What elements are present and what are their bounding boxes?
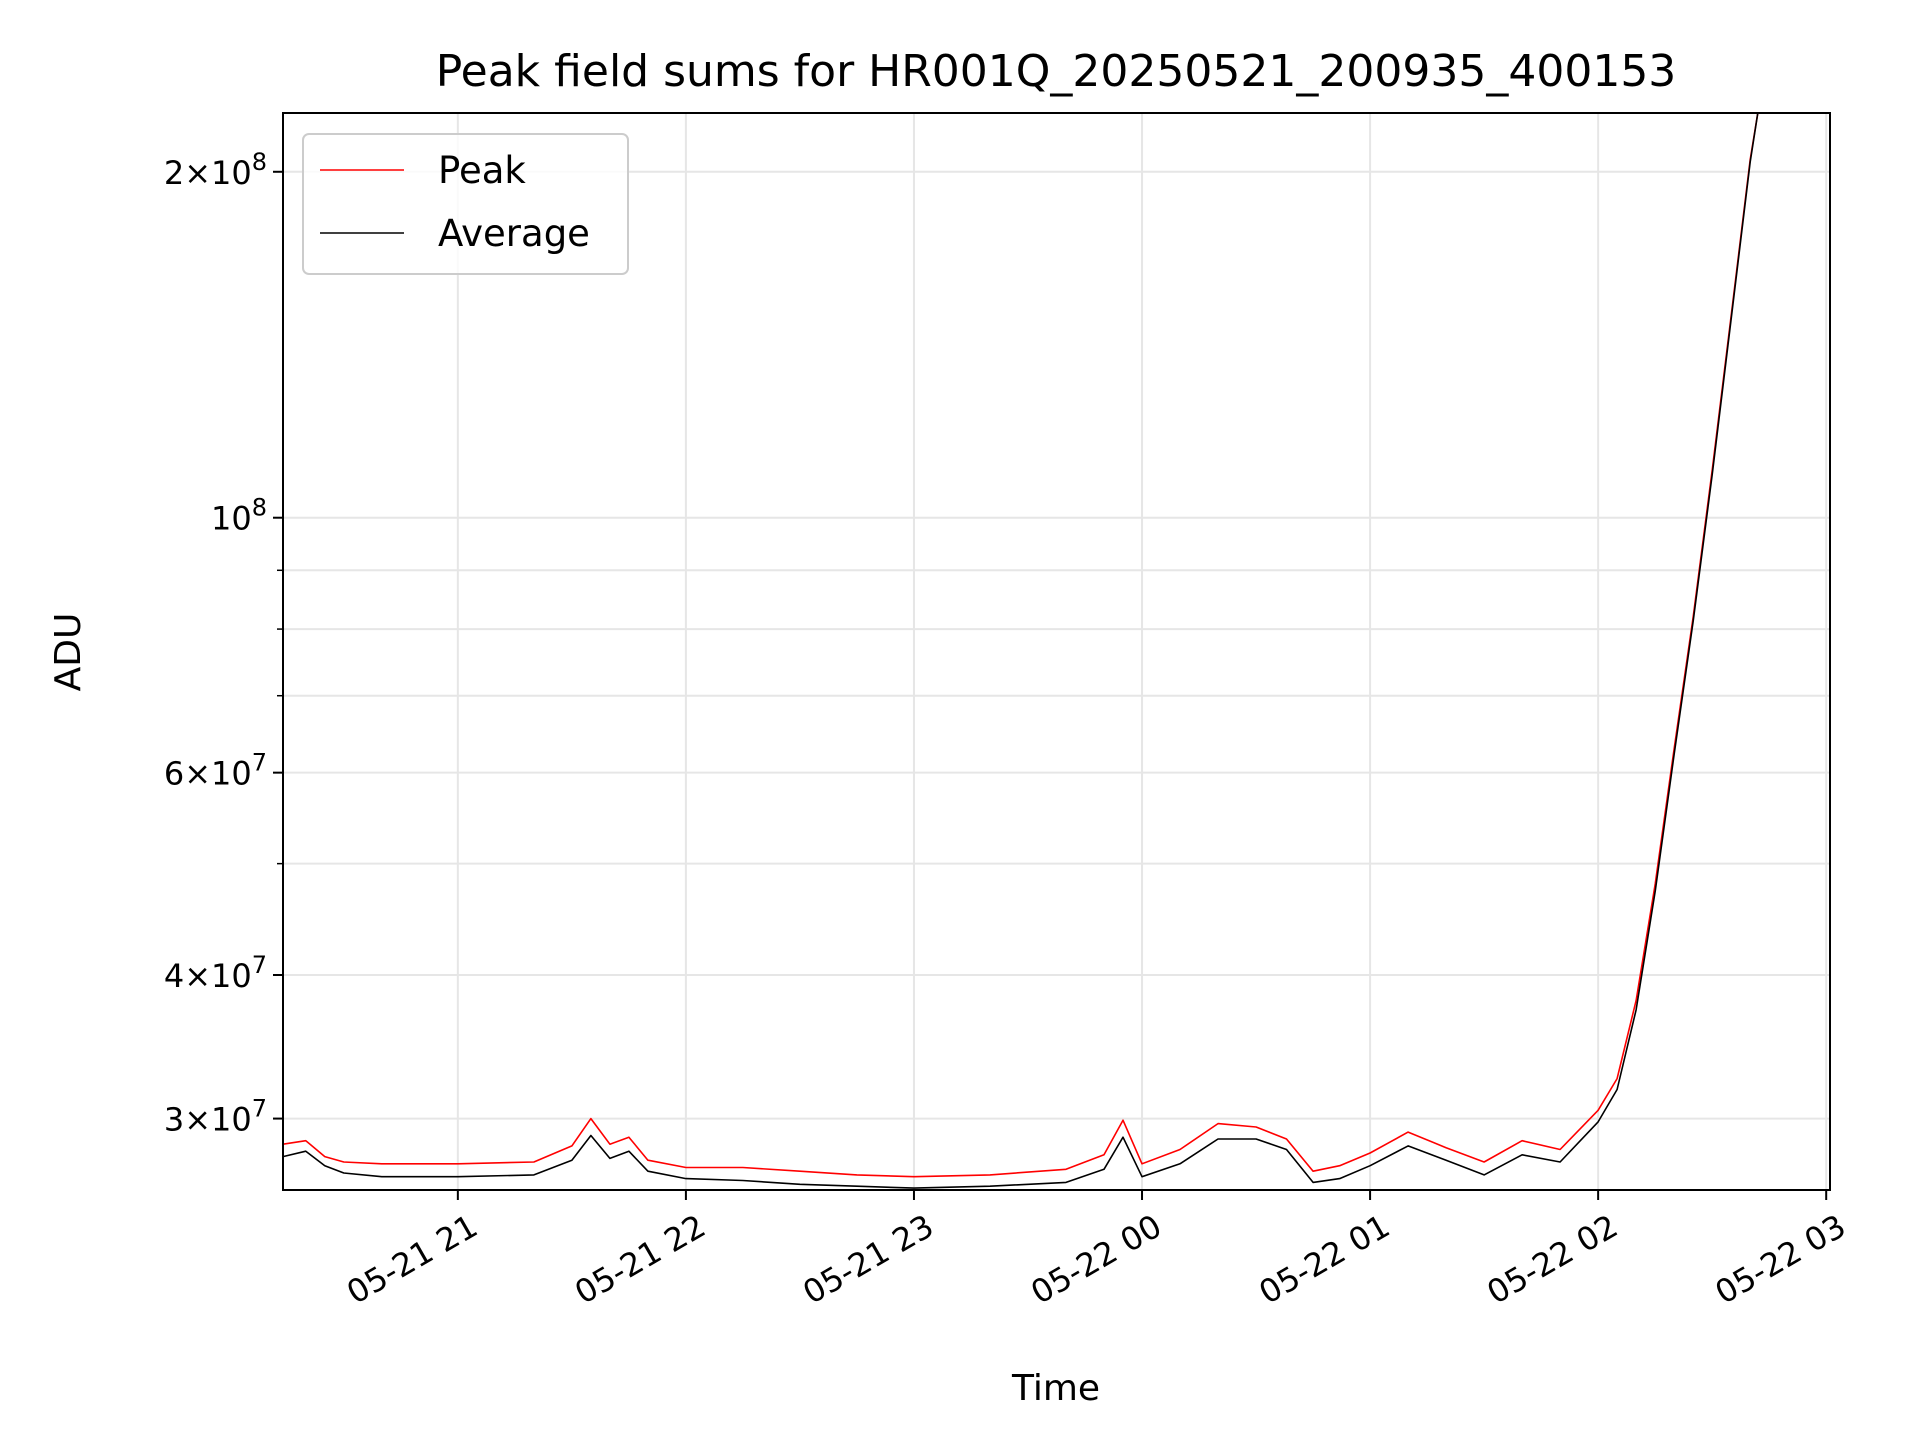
x-tick-label: 05-21 23 [796, 1207, 940, 1312]
chart-title: Peak field sums for HR001Q_20250521_2009… [436, 46, 1677, 97]
y-tick-label: 2×108 [164, 148, 267, 192]
y-tick-label: 108 [211, 494, 267, 538]
legend: Peak Average [302, 133, 629, 275]
legend-box [302, 133, 629, 275]
x-tick-label: 05-21 21 [340, 1207, 484, 1312]
legend-peak-label: Peak [438, 149, 526, 192]
legend-average-label: Average [438, 212, 590, 255]
series-line-average [282, 112, 1759, 1189]
axes-frame [282, 112, 1831, 1191]
x-tick-label: 05-21 22 [568, 1207, 712, 1312]
x-tick-label: 05-22 02 [1481, 1207, 1625, 1312]
x-tick-label: 05-22 01 [1252, 1207, 1396, 1312]
x-tick-label: 05-22 00 [1024, 1207, 1168, 1312]
y-axis-label: ADU [48, 613, 89, 692]
x-axis-label: Time [1011, 1368, 1100, 1409]
series-line-peak [282, 112, 1759, 1178]
y-tick-label: 4×107 [164, 951, 267, 995]
y-tick-label: 3×107 [164, 1095, 267, 1139]
plot-series [282, 112, 1759, 1189]
y-tick-label: 6×107 [164, 749, 267, 793]
x-tick-label: 05-22 03 [1709, 1207, 1853, 1312]
